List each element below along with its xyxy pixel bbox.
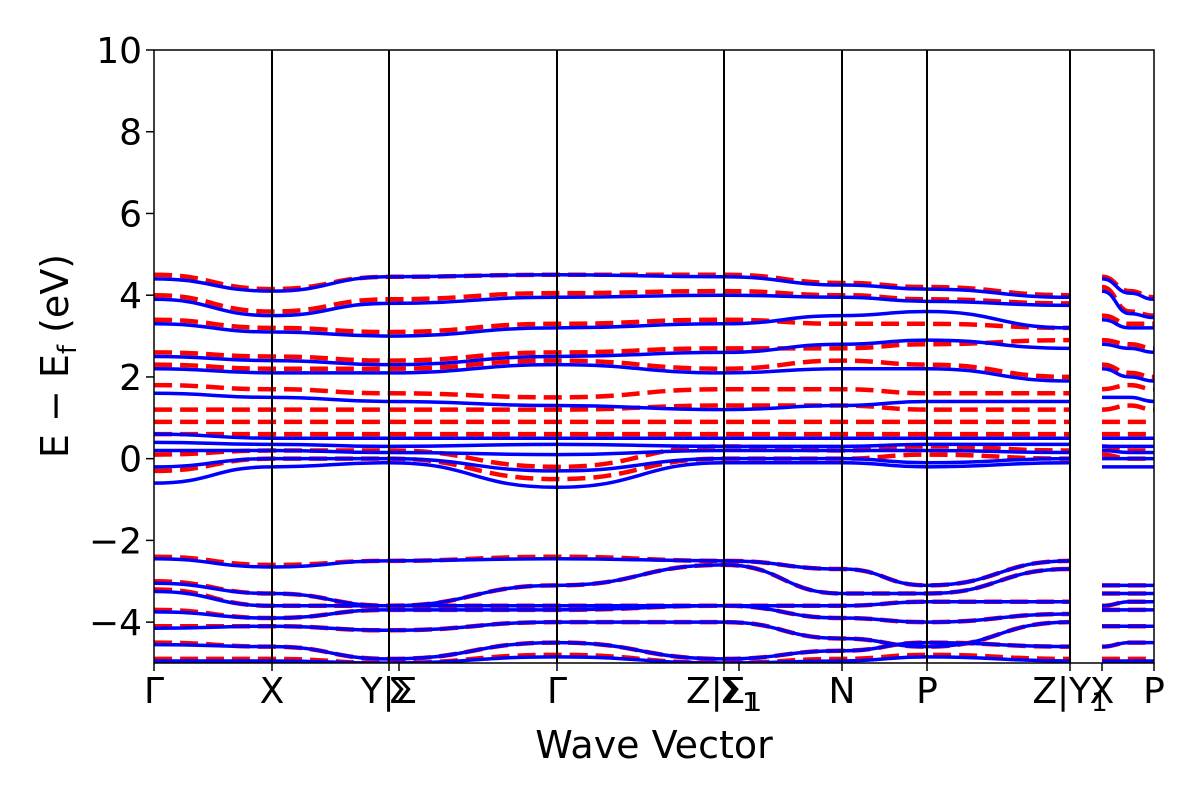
band-line [154, 391, 1070, 412]
band-line [1101, 362, 1154, 380]
high-symmetry-lines [271, 50, 1071, 663]
y-tick-label: 8 [119, 113, 142, 154]
band-line [1101, 599, 1154, 608]
band-line [154, 620, 1071, 649]
band-line [154, 655, 1071, 663]
band-line [1101, 313, 1154, 327]
y-axis-title: E − Ef (eV) [33, 254, 83, 458]
y-tick-label: 4 [119, 276, 142, 317]
y-axis: −4 −2 0 2 4 6 8 10 [89, 31, 154, 644]
band-line [154, 273, 1071, 299]
band-line [154, 358, 1071, 380]
y-axis-title-unit: (eV) [33, 254, 77, 345]
band-line [154, 432, 1070, 440]
plot-frame [153, 49, 1155, 664]
band-line [154, 563, 1071, 608]
x-tick-label: Σ [388, 671, 411, 712]
band-line [154, 338, 1071, 367]
x-tick-label: Y|Σ [360, 671, 418, 712]
band-line [1101, 382, 1154, 392]
band-line [154, 288, 1071, 314]
y-tick-label: 0 [119, 440, 142, 481]
band-line [1101, 640, 1154, 649]
band-line [1101, 403, 1154, 412]
band-line [1101, 367, 1154, 383]
band-line [1101, 277, 1154, 302]
y-tick-label: 10 [96, 31, 142, 72]
band-lines [154, 272, 1154, 663]
band-line [154, 317, 1071, 335]
x-tick-label: Σ1 [719, 671, 758, 718]
x-tick-label: Γ [547, 671, 567, 712]
band-line [154, 640, 1071, 661]
x-axis-title: Wave Vector [535, 723, 773, 767]
band-line [1101, 342, 1154, 355]
band-line [1101, 317, 1154, 330]
y-tick-label: −4 [89, 603, 142, 644]
y-axis-title-main: E − E [33, 354, 77, 458]
band-line [1101, 284, 1154, 318]
band-line [154, 309, 1071, 338]
band-line [154, 337, 1071, 363]
band-line [1101, 289, 1154, 320]
x-tick-label: P [916, 671, 938, 712]
y-tick-label: 2 [119, 358, 142, 399]
x-tick-label: X [1090, 671, 1115, 712]
band-line [154, 557, 1071, 588]
band-line [154, 362, 1071, 383]
band-line [1101, 337, 1154, 351]
band-line [154, 461, 1071, 490]
x-tick-label: Γ [144, 671, 164, 712]
band-line [154, 448, 1071, 457]
band-line [154, 293, 1071, 318]
band-line [1101, 395, 1154, 404]
x-tick-label: N [829, 671, 856, 712]
band-line [154, 440, 1070, 449]
y-tick-label: 6 [119, 194, 142, 235]
y-axis-title-sub: f [53, 344, 83, 354]
band-line [154, 456, 1071, 473]
x-tick-label: X [260, 671, 285, 712]
band-line [154, 589, 1070, 608]
y-tick-label: −2 [89, 521, 142, 562]
band-line [154, 382, 1070, 400]
x-tick-label: P [1143, 671, 1165, 712]
band-line [1101, 448, 1154, 455]
band-line [154, 604, 1071, 624]
